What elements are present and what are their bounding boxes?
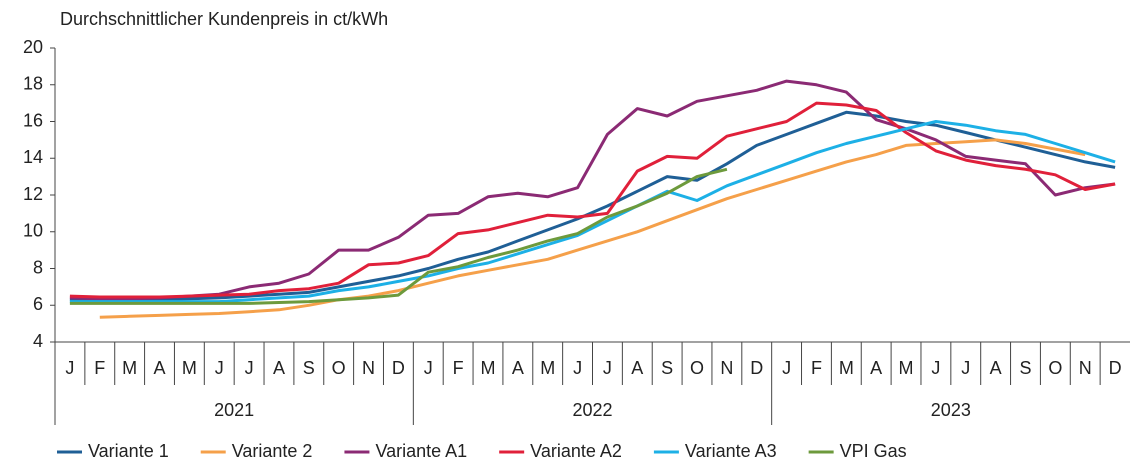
- x-tick-label: O: [332, 358, 346, 378]
- x-tick-label: J: [65, 358, 74, 378]
- legend-label: Variante A3: [685, 441, 777, 461]
- x-tick-label: M: [480, 358, 495, 378]
- x-tick-label: D: [750, 358, 763, 378]
- series-line: [99, 138, 1086, 319]
- series-line: [69, 110, 1116, 302]
- x-tick-label: N: [362, 358, 375, 378]
- x-tick-label: O: [690, 358, 704, 378]
- x-tick-label: M: [839, 358, 854, 378]
- x-tick-label: D: [392, 358, 405, 378]
- x-tick-label: J: [424, 358, 433, 378]
- x-tick-label: J: [245, 358, 254, 378]
- x-tick-label: J: [215, 358, 224, 378]
- legend-label: Variante 2: [232, 441, 313, 461]
- x-group-label: 2022: [572, 400, 612, 420]
- x-tick-label: J: [603, 358, 612, 378]
- series-line: [69, 120, 1116, 304]
- series-line: [69, 167, 728, 305]
- x-tick-label: J: [931, 358, 940, 378]
- x-tick-label: A: [273, 358, 285, 378]
- x-tick-label: S: [1019, 358, 1031, 378]
- legend-label: Variante 1: [88, 441, 169, 461]
- legend-label: Variante A1: [375, 441, 467, 461]
- y-tick-label: 18: [23, 74, 43, 94]
- y-tick-label: 6: [33, 294, 43, 314]
- x-group-label: 2021: [214, 400, 254, 420]
- x-tick-label: M: [899, 358, 914, 378]
- legend-label: VPI Gas: [840, 441, 907, 461]
- x-tick-label: J: [961, 358, 970, 378]
- x-tick-label: J: [573, 358, 582, 378]
- x-tick-label: O: [1048, 358, 1062, 378]
- x-tick-label: A: [990, 358, 1002, 378]
- series-line: [69, 79, 1116, 301]
- x-tick-label: J: [782, 358, 791, 378]
- y-tick-label: 10: [23, 221, 43, 241]
- x-tick-label: F: [811, 358, 822, 378]
- x-tick-label: N: [720, 358, 733, 378]
- x-tick-label: A: [154, 358, 166, 378]
- x-tick-label: A: [631, 358, 643, 378]
- x-tick-label: S: [661, 358, 673, 378]
- series-line: [69, 101, 1116, 299]
- y-axis-title: Durchschnittlicher Kundenpreis in ct/kWh: [60, 9, 388, 29]
- x-tick-label: A: [512, 358, 524, 378]
- y-tick-label: 16: [23, 110, 43, 130]
- y-tick-label: 14: [23, 147, 43, 167]
- legend-label: Variante A2: [530, 441, 622, 461]
- x-tick-label: N: [1079, 358, 1092, 378]
- x-tick-label: S: [303, 358, 315, 378]
- x-tick-label: F: [94, 358, 105, 378]
- x-tick-label: M: [182, 358, 197, 378]
- x-tick-label: M: [122, 358, 137, 378]
- y-tick-label: 12: [23, 184, 43, 204]
- x-group-label: 2023: [931, 400, 971, 420]
- y-tick-label: 4: [33, 331, 43, 351]
- x-tick-label: A: [870, 358, 882, 378]
- x-tick-label: M: [540, 358, 555, 378]
- y-tick-label: 20: [23, 37, 43, 57]
- x-tick-label: F: [453, 358, 464, 378]
- x-tick-label: D: [1109, 358, 1122, 378]
- y-tick-label: 8: [33, 257, 43, 277]
